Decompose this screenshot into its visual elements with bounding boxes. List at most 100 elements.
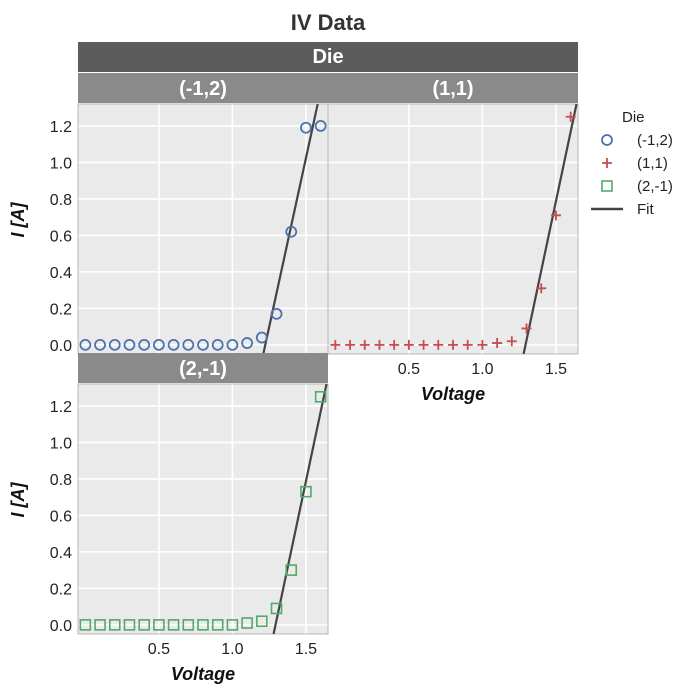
data-point [492,338,503,349]
data-point [565,111,576,122]
y-tick-label: 0.2 [50,581,72,598]
data-point [300,121,312,134]
data-point [345,339,356,350]
legend-entry: (1,1) [602,155,668,172]
data-point [138,619,150,631]
facet-panels: (-1,2) 0.0 0.2 0.4 0.6 0.8 1.0 1.2 (1,1) 0.5 1.0 1.… [50,73,579,658]
data-point [418,339,429,350]
y-tick-label: 0.0 [50,618,72,635]
data-point [389,339,400,350]
data-point [197,619,209,631]
data-point [374,339,385,350]
facet-panel-2: (1,1) 0.5 1.0 1.5 [327,73,579,378]
data-point [330,339,341,350]
y-tick-label: 0.6 [50,228,72,245]
data-point [167,338,180,351]
facet-strip-label: (1,1) [432,78,473,100]
data-point [197,338,209,351]
legend-marker [601,134,613,146]
legend: Die (-1,2) (1,1) (2,-1) Fit [591,109,673,218]
legend-marker [601,180,613,192]
data-point [108,338,121,351]
legend-entry: Fit [591,201,654,218]
data-point [433,339,444,350]
y-axis-label-bottom: I [A] [8,482,28,518]
facet-header-bar [78,42,578,72]
data-point [79,338,92,351]
fit-line [272,384,328,634]
y-tick-label: 0.4 [50,545,72,562]
data-point [314,119,327,132]
data-point [79,619,92,631]
y-tick-label: 0.6 [50,508,72,525]
facet-panel-3: (2,-1) 0.0 0.2 0.4 0.6 0.8 1.0 1.2 0.5 1.0 1.5 [50,353,329,658]
data-point [285,564,298,576]
facet-panel-1: (-1,2) 0.0 0.2 0.4 0.6 0.8 1.0 1.2 [50,73,329,355]
data-point [314,390,327,403]
data-point [270,602,283,615]
data-point [448,339,458,350]
data-point [182,619,195,631]
data-point [153,619,165,631]
data-point [521,323,532,334]
data-point [123,619,136,631]
facet-strip [78,353,328,383]
data-point [211,619,224,631]
facet-header-label: Die [312,46,343,68]
panel-background [328,104,578,354]
y-tick-label: 0.4 [50,265,72,282]
y-tick-label: 1.2 [50,399,72,416]
y-tick-label: 1.2 [50,119,72,136]
data-point [256,615,268,628]
data-point [167,619,180,631]
data-point [94,338,106,351]
legend-label: (1,1) [637,155,668,172]
data-point [241,617,253,629]
y-tick-label: 0.8 [50,472,72,489]
legend-entry: (-1,2) [601,132,673,149]
data-point [550,210,561,221]
facet-strip [328,73,578,103]
data-point [300,485,312,498]
y-tick-label: 1.0 [50,155,72,172]
fit-line [522,104,578,354]
data-point [255,331,268,344]
data-point [270,307,283,320]
x-axis-label-left: Voltage [171,664,235,684]
y-axis-label-top: I [A] [8,202,28,238]
data-point [506,336,517,347]
data-point [359,339,370,350]
data-point [462,339,473,350]
data-point [123,338,136,351]
panel-background [78,384,328,634]
y-tick-label: 0.8 [50,192,72,209]
data-point [226,619,239,631]
legend-title: Die [622,109,645,126]
facet-strip [78,73,328,103]
legend-entry: (2,-1) [601,178,673,195]
x-tick-label: 1.0 [471,361,493,378]
legend-label: (-1,2) [637,132,673,149]
legend-label: Fit [637,201,654,218]
data-point [536,283,547,294]
data-point [138,338,151,351]
x-axis-label-right: Voltage [421,384,485,404]
x-tick-label: 1.5 [545,361,567,378]
data-point [211,338,224,351]
x-tick-label: 1.0 [221,641,243,658]
data-point [403,339,414,350]
panel-border [77,383,329,635]
data-point [241,337,254,349]
panel-border [327,103,579,355]
data-point [477,339,488,350]
x-tick-label: 1.5 [295,641,317,658]
facet-strip-label: (-1,2) [179,78,227,100]
facet-strip-label: (2,-1) [179,358,227,380]
y-tick-label: 1.0 [50,435,72,452]
x-tick-label: 0.5 [148,641,170,658]
data-point [94,619,106,631]
y-tick-label: 0.2 [50,301,72,318]
legend-marker [602,158,612,168]
data-point [285,225,298,238]
